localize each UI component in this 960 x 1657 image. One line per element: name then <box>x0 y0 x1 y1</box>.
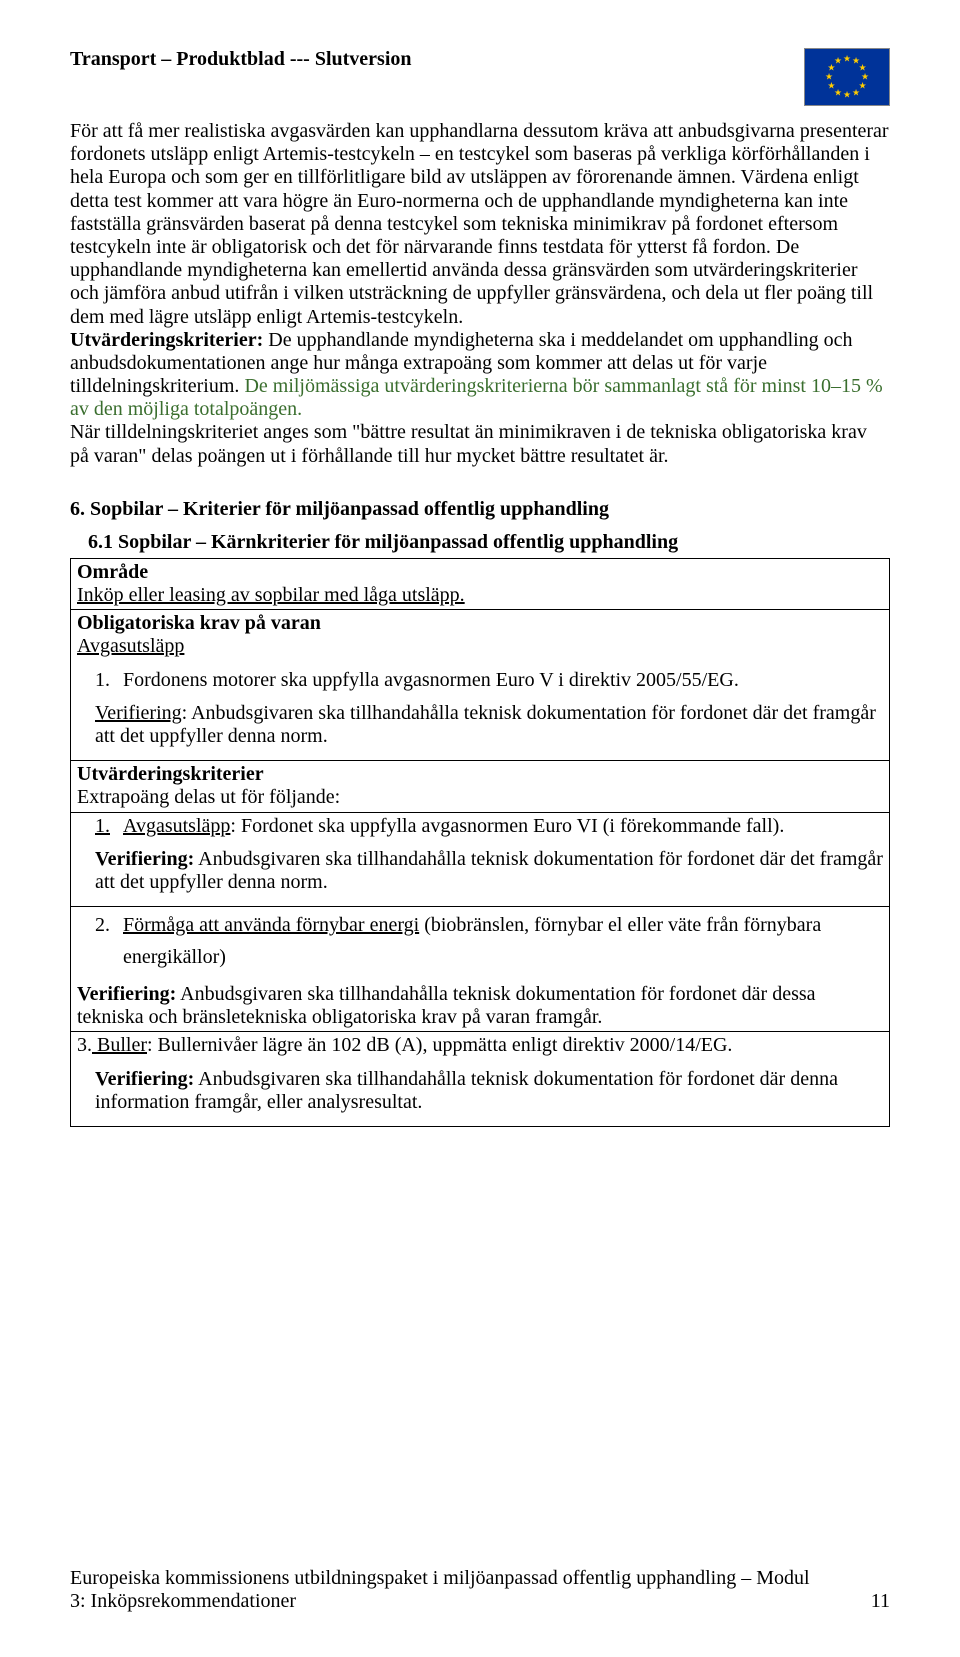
verif-rest-1: : Anbudsgivaren ska tillhandahålla tekni… <box>95 702 876 747</box>
utv-item-3-verif-lead: Verifiering: <box>95 1068 194 1090</box>
utv-item-2-verif: Verifiering: Anbudsgivaren ska tillhanda… <box>77 983 883 1029</box>
utvarderingskriterier-label: Utvärderingskriterier <box>77 763 264 785</box>
eu-flag-icon: ★ ★ ★ ★ ★ ★ ★ ★ ★ ★ ★ ★ <box>804 48 890 106</box>
extrapoang-text: Extrapoäng delas ut för följande: <box>77 786 340 808</box>
paragraph-2-lead: Utvärderingskriterier: <box>70 329 263 351</box>
obligatoriska-label: Obligatoriska krav på varan <box>77 612 321 634</box>
utv-item-3-num: 3. <box>77 1034 92 1056</box>
utv-item-1-cell: 1.Avgasutsläpp: Fordonet ska uppfylla av… <box>71 812 889 907</box>
utv-item-3-cell: 3. Buller: Bullernivåer lägre än 102 dB … <box>71 1031 889 1126</box>
utv-item-1-verif: Verifiering: Anbudsgivaren ska tillhanda… <box>77 848 883 894</box>
section-6-heading: 6. Sopbilar – Kriterier för miljöanpassa… <box>70 498 890 521</box>
page-title: Transport – Produktblad --- Slutversion <box>70 48 412 71</box>
utv-item-2-verif-lead: Verifiering: <box>77 983 176 1005</box>
criteria-table: Område Inköp eller leasing av sopbilar m… <box>70 558 890 1127</box>
obl-item-1-verif: Verifiering: Anbudsgivaren ska tillhanda… <box>77 702 883 748</box>
obl-item-1: 1.Fordonens motorer ska uppfylla avgasno… <box>77 669 883 692</box>
verif-lead-1: Verifiering <box>95 702 182 724</box>
section-6-1-heading: 6.1 Sopbilar – Kärnkriterier för miljöan… <box>88 531 890 554</box>
body-paragraphs: För att få mer realistiska avgasvärden k… <box>70 120 890 468</box>
utv-item-1: 1.Avgasutsläpp: Fordonet ska uppfylla av… <box>77 815 883 838</box>
utv-item-3-verif: Verifiering: Anbudsgivaren ska tillhanda… <box>77 1068 883 1114</box>
utv-item-1-label: Avgasutsläpp <box>123 815 230 837</box>
utv-item-2-label: Förmåga att använda förnybar energi <box>123 914 419 936</box>
utv-item-3-rest: : Bullernivåer lägre än 102 dB (A), uppm… <box>147 1034 732 1056</box>
utv-item-3-label: Buller <box>92 1034 147 1056</box>
obl-item-1-text: Fordonens motorer ska uppfylla avgasnorm… <box>123 669 739 691</box>
page-footer: Europeiska kommissionens utbildningspake… <box>70 1567 890 1613</box>
obl-item-1-num: 1. <box>95 669 123 692</box>
utv-item-3-verif-rest: Anbudsgivaren ska tillhandahålla teknisk… <box>95 1068 838 1113</box>
omrade-cell: Område Inköp eller leasing av sopbilar m… <box>71 559 889 609</box>
utv-item-2-verif-rest: Anbudsgivaren ska tillhandahålla teknisk… <box>77 983 816 1028</box>
utv-item-1-verif-lead: Verifiering: <box>95 848 194 870</box>
omrade-text: Inköp eller leasing av sopbilar med låga… <box>77 584 465 606</box>
utv-item-2-cell: 2.Förmåga att använda förnybar energi (b… <box>71 906 889 1031</box>
utvarderingskriterier-header-cell: Utvärderingskriterier Extrapoäng delas u… <box>71 760 889 811</box>
utv-item-2-num: 2. <box>95 909 123 941</box>
paragraph-1: För att få mer realistiska avgasvärden k… <box>70 120 889 328</box>
utv-item-1-num: 1. <box>95 815 123 838</box>
page-number: 11 <box>871 1590 890 1613</box>
obligatoriska-cell: Obligatoriska krav på varan Avgasutsläpp… <box>71 609 889 760</box>
paragraph-3: När tilldelningskriteriet anges som "bät… <box>70 421 867 466</box>
utv-item-1-verif-rest: Anbudsgivaren ska tillhandahålla teknisk… <box>95 848 883 893</box>
avgasutslapp-label: Avgasutsläpp <box>77 635 184 657</box>
utv-item-2: 2.Förmåga att använda förnybar energi (b… <box>77 909 883 973</box>
utv-item-1-rest: : Fordonet ska uppfylla avgasnormen Euro… <box>230 815 784 837</box>
footer-text: Europeiska kommissionens utbildningspake… <box>70 1567 810 1613</box>
utv-item-3: 3. Buller: Bullernivåer lägre än 102 dB … <box>77 1034 883 1057</box>
omrade-label: Område <box>77 561 148 583</box>
